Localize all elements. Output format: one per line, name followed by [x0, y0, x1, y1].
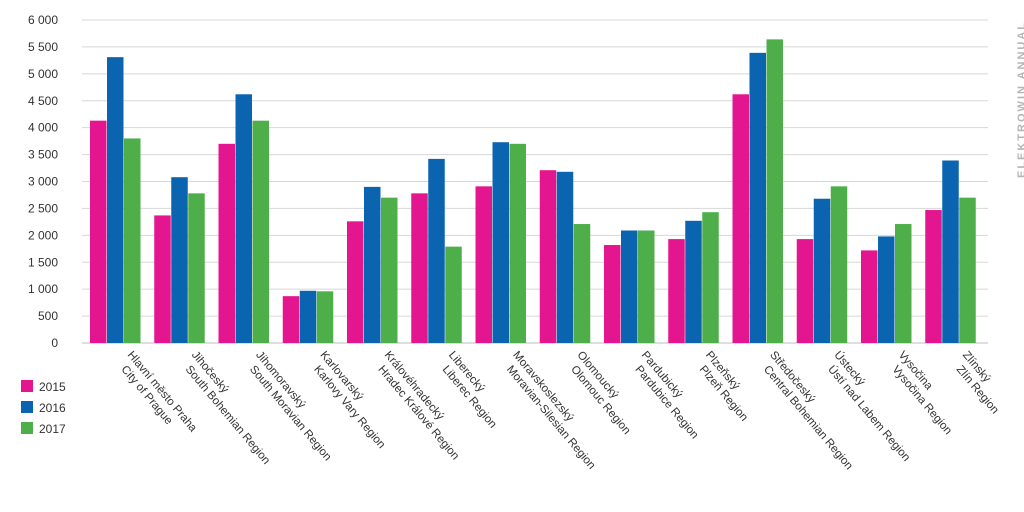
bar-2017 — [573, 224, 591, 343]
bar-2015 — [411, 193, 428, 343]
bar-2017 — [959, 197, 976, 343]
legend-swatch-2017 — [21, 422, 33, 434]
bar-2017 — [509, 143, 526, 343]
bar-2015 — [218, 143, 235, 343]
bar-2017 — [124, 138, 141, 343]
bar-2016 — [364, 186, 381, 343]
bar-2017 — [638, 230, 655, 343]
bar-2015 — [668, 239, 685, 343]
bar-2015 — [475, 186, 492, 343]
y-tick-label: 5 000 — [28, 67, 58, 81]
legend: 2015 2016 2017 — [21, 380, 66, 436]
bar-2017 — [830, 186, 848, 343]
y-tick-label: 4 000 — [28, 121, 58, 135]
bar-2016 — [299, 290, 317, 343]
legend-swatch-2016 — [21, 401, 33, 413]
y-tick-label: 500 — [38, 309, 58, 323]
bar-2017 — [381, 197, 398, 343]
y-tick-label: 1 500 — [28, 255, 58, 269]
legend-label-2017: 2017 — [39, 422, 66, 436]
bar-2017 — [445, 246, 462, 343]
legend-swatch-2015 — [21, 380, 33, 392]
y-tick-label: 5 500 — [28, 40, 58, 54]
bar-2016 — [878, 236, 895, 343]
y-tick-label: 0 — [51, 336, 58, 350]
bar-2016 — [171, 177, 188, 343]
y-tick-label: 2 000 — [28, 228, 58, 242]
bar-2015 — [282, 296, 300, 343]
bar-2015 — [154, 215, 171, 343]
bar-2016 — [813, 198, 831, 343]
bar-2015 — [347, 221, 364, 343]
y-axis-ticks: 0 500 1 000 1 500 2 000 2 500 3 000 3 500 4 000 4… — [28, 13, 58, 350]
legend-label-2015: 2015 — [39, 380, 66, 394]
bar-2016 — [556, 171, 574, 343]
grid-lines — [82, 19, 988, 344]
bar-2017 — [895, 224, 912, 343]
bar-2017 — [702, 212, 719, 343]
bar-2016 — [428, 158, 445, 343]
bar-2016 — [942, 160, 959, 343]
legend-label-2016: 2016 — [39, 401, 66, 415]
bar-2015 — [732, 94, 749, 343]
y-tick-label: 3 000 — [28, 175, 58, 189]
bar-2015 — [90, 120, 107, 343]
y-tick-label: 1 000 — [28, 282, 58, 296]
y-tick-label: 6 000 — [28, 13, 58, 27]
y-tick-label: 2 500 — [28, 201, 58, 215]
y-tick-label: 3 500 — [28, 148, 58, 162]
bar-2017 — [316, 291, 334, 343]
bar-2016 — [621, 230, 638, 343]
bar-2015 — [796, 239, 814, 343]
bar-2016 — [492, 142, 509, 343]
bar-2015 — [861, 250, 878, 343]
bar-2017 — [766, 39, 783, 343]
side-watermark-text: ELEKTROWIN ANNUAL — [1016, 21, 1024, 178]
bars — [90, 39, 976, 344]
bar-2017 — [188, 193, 205, 343]
bar-2016 — [685, 220, 702, 343]
y-tick-label: 4 500 — [28, 94, 58, 108]
bar-2015 — [539, 170, 557, 343]
bar-2016 — [749, 52, 766, 344]
bar-2016 — [107, 57, 124, 344]
bar-2015 — [604, 245, 621, 343]
bar-2015 — [925, 210, 942, 343]
bar-2017 — [252, 120, 269, 343]
bar-2016 — [235, 94, 252, 343]
